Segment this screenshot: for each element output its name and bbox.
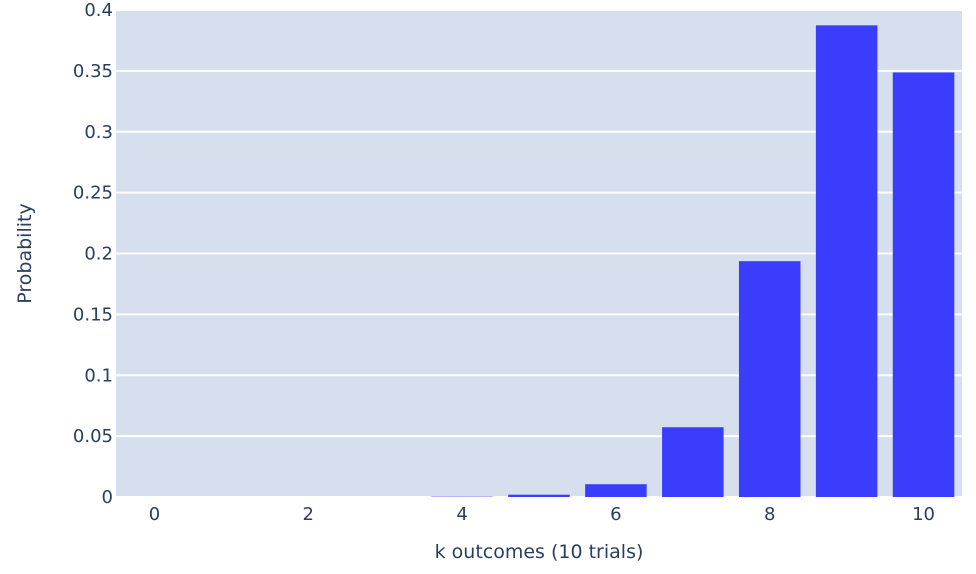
y-tick-label: 0.2 <box>84 244 113 265</box>
x-axis-ticks: 0 2 4 6 8 10 <box>149 504 935 525</box>
y-tick-label: 0.25 <box>73 183 113 204</box>
bar <box>585 484 647 497</box>
y-tick-label: 0.15 <box>73 304 113 325</box>
bars <box>431 25 955 497</box>
bar <box>815 25 878 497</box>
y-tick-label: 0.4 <box>84 0 113 21</box>
y-tick-label: 0.35 <box>73 61 113 82</box>
x-tick-label: 6 <box>610 504 621 525</box>
y-tick-label: 0.3 <box>84 122 113 143</box>
y-axis-ticks: 0 0.05 0.1 0.15 0.2 0.25 0.3 0.35 0.4 <box>73 0 113 508</box>
y-tick-label: 0.05 <box>73 426 113 447</box>
bar <box>508 494 570 497</box>
y-tick-label: 0 <box>102 487 113 508</box>
x-tick-label: 0 <box>149 504 160 525</box>
x-tick-label: 10 <box>912 504 935 525</box>
bar <box>738 261 801 497</box>
x-axis-title: k outcomes (10 trials) <box>435 541 644 563</box>
x-tick-label: 4 <box>456 504 467 525</box>
bar <box>892 72 955 497</box>
x-tick-label: 8 <box>764 504 775 525</box>
y-axis-title: Probability <box>14 203 36 303</box>
y-tick-label: 0.1 <box>84 365 113 386</box>
bar <box>662 427 724 497</box>
x-tick-label: 2 <box>303 504 314 525</box>
